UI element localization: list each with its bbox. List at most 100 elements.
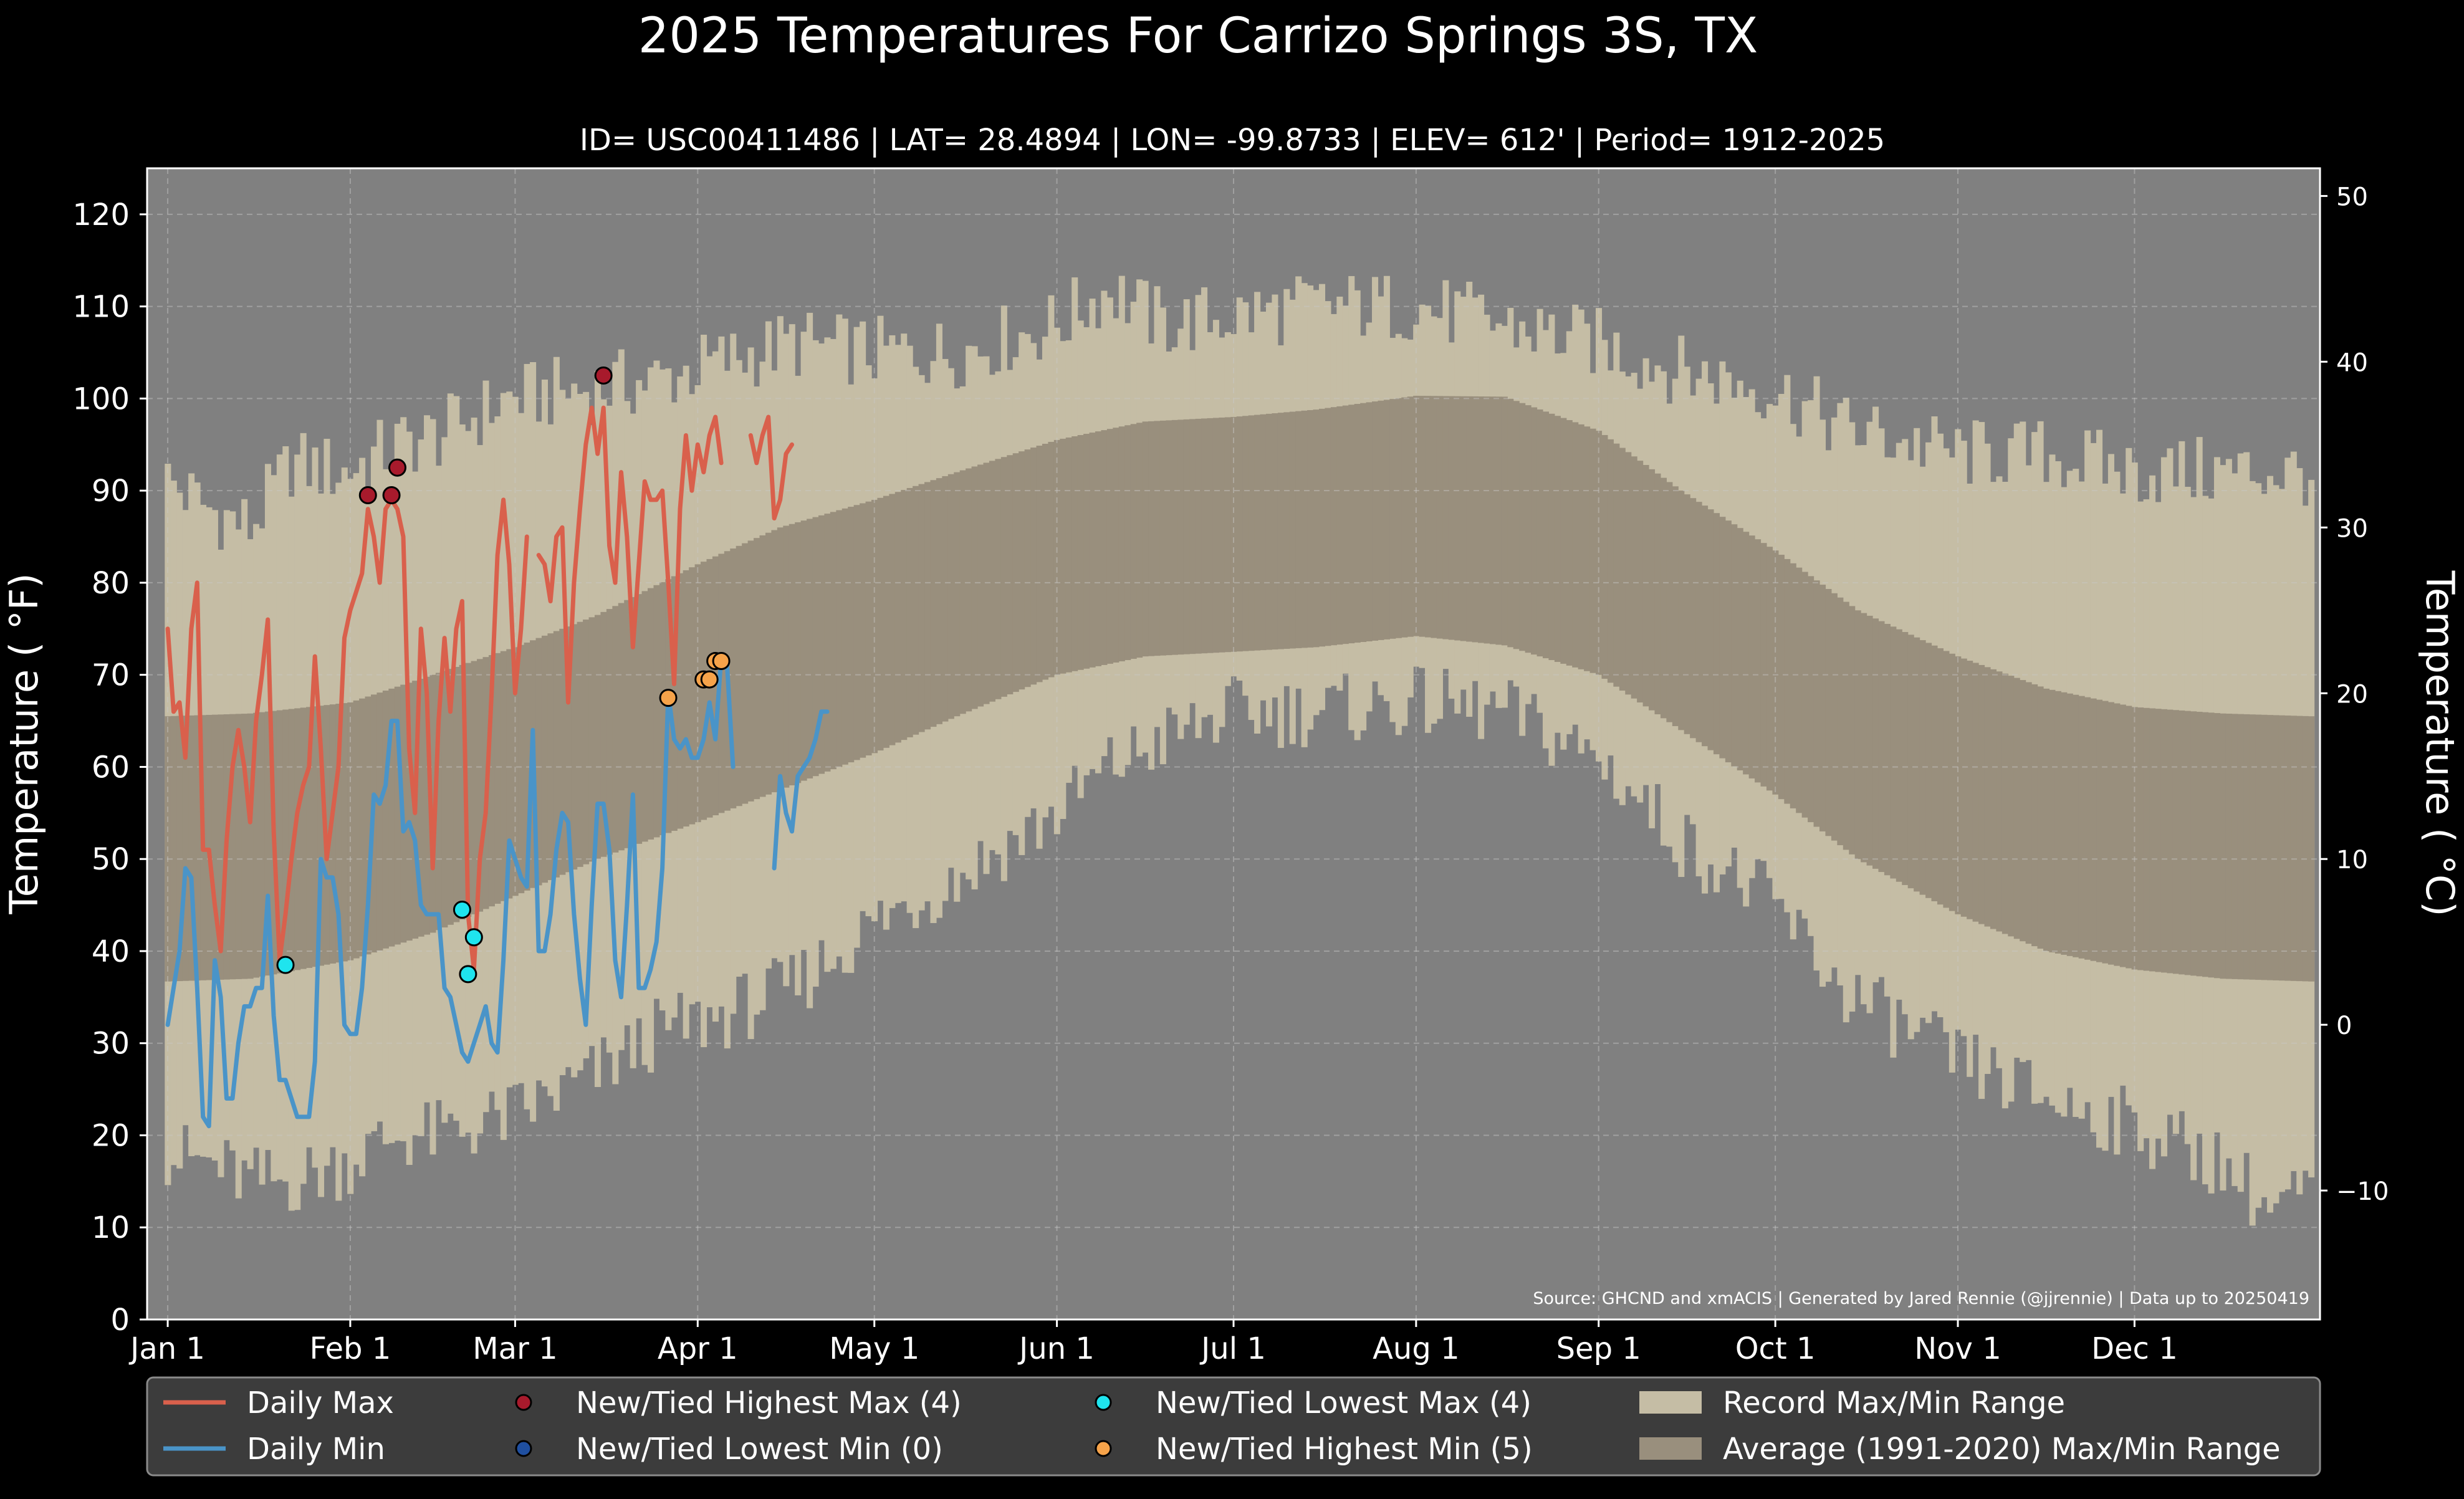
- normal-range-bar: [259, 712, 266, 977]
- axes: 0 10 20 30 40 50 60 70 80 90 100 110 120 −10 0 10 20 30 40…: [72, 167, 2389, 1366]
- normal-range-bar: [1159, 420, 1166, 656]
- normal-range-bar: [1148, 421, 1155, 656]
- y2-tick-label: −10: [2336, 1177, 2389, 1206]
- normal-range-bar: [2107, 702, 2114, 965]
- normal-range-bar: [1808, 576, 1814, 823]
- normal-range-bar: [942, 476, 949, 722]
- normal-range-bar: [1236, 416, 1243, 652]
- y2-tick-label: 10: [2336, 846, 2368, 874]
- normal-range-bar: [2149, 708, 2156, 972]
- normal-range-bar: [506, 649, 513, 899]
- normal-range-bar: [1596, 431, 1603, 675]
- normal-range-bar: [2114, 703, 2121, 966]
- legend-swatch-marker: [1095, 1440, 1112, 1457]
- normal-range-bar: [488, 655, 495, 907]
- normal-range-bar: [1919, 640, 1926, 895]
- normal-range-bar: [1790, 563, 1796, 808]
- normal-range-bar: [1702, 505, 1709, 747]
- normal-range-bar: [1348, 405, 1355, 644]
- normal-range-bar: [1177, 419, 1184, 655]
- legend-label: Daily Max: [247, 1386, 394, 1420]
- normal-range-bar: [465, 663, 472, 917]
- normal-range-bar: [1737, 528, 1743, 770]
- normal-range-bar: [312, 706, 319, 967]
- normal-range-bar: [1843, 601, 1849, 850]
- legend-swatch-patch: [1639, 1391, 1702, 1414]
- normal-range-bar: [2243, 714, 2250, 980]
- normal-range-bar: [683, 570, 689, 827]
- normal-range-bar: [771, 530, 778, 793]
- record-marker: [712, 652, 731, 671]
- normal-range-bar: [300, 707, 307, 969]
- x-tick-label: May 1: [829, 1331, 919, 1366]
- normal-range-bar: [2031, 684, 2038, 947]
- normal-range-bar: [836, 510, 843, 767]
- normal-range-bar: [2278, 715, 2285, 981]
- y-tick-label: 50: [92, 842, 130, 877]
- normal-range-bar: [742, 543, 749, 804]
- normal-range-bar: [211, 714, 218, 980]
- normal-range-bar: [701, 562, 707, 820]
- normal-range-bar: [1219, 417, 1225, 653]
- normal-range-bar: [1431, 396, 1437, 638]
- normal-range-bar: [1212, 418, 1219, 653]
- normal-range-bar: [1207, 418, 1214, 653]
- normal-range-bar: [1265, 413, 1273, 650]
- normal-range-bar: [2290, 716, 2297, 981]
- normal-range-bar: [424, 676, 431, 935]
- normal-range-bar: [282, 709, 289, 972]
- normal-range-bar: [1260, 414, 1267, 651]
- normal-range-bar: [229, 714, 236, 980]
- normal-range-bar: [2261, 714, 2268, 980]
- normal-range-bar: [2249, 714, 2256, 980]
- normal-range-bar: [1489, 396, 1496, 644]
- normal-range-bar: [818, 515, 825, 774]
- normal-range-bar: [1277, 413, 1284, 649]
- y2-tick-label: 50: [2336, 183, 2368, 211]
- legend-label: Average (1991-2020) Max/Min Range: [1723, 1432, 2281, 1467]
- normal-range-bar: [1413, 395, 1420, 636]
- normal-range-bar: [2102, 701, 2109, 964]
- normal-range-bar: [1113, 428, 1119, 663]
- y-tick-label: 100: [72, 381, 130, 416]
- normal-range-bar: [524, 642, 530, 891]
- normal-range-bar: [394, 686, 401, 945]
- normal-range-bar: [2237, 714, 2244, 980]
- normal-range-bar: [518, 644, 525, 894]
- normal-range-bar: [382, 691, 389, 949]
- normal-range-bar: [630, 596, 636, 846]
- normal-range-bar: [218, 714, 224, 980]
- normal-range-bar: [388, 688, 395, 947]
- x-tick-label: Aug 1: [1373, 1331, 1460, 1366]
- normal-range-bar: [2001, 673, 2008, 934]
- normal-range-bar: [2296, 716, 2303, 982]
- normal-range-bar: [1124, 425, 1131, 661]
- record-marker: [659, 689, 678, 707]
- normal-range-bar: [936, 478, 942, 724]
- normal-range-bar: [1625, 452, 1632, 695]
- x-tick-label: Sep 1: [1556, 1331, 1641, 1366]
- normal-range-bar: [777, 527, 784, 790]
- normal-range-bar: [694, 564, 701, 823]
- normal-range-bar: [2020, 680, 2026, 942]
- normal-range-bar: [653, 585, 660, 838]
- normal-range-bar: [541, 635, 549, 883]
- record-marker: [464, 928, 483, 947]
- normal-range-bar: [1990, 669, 1997, 929]
- normal-range-bar: [2084, 697, 2091, 960]
- normal-range-bar: [165, 716, 171, 982]
- normal-range-bar: [977, 464, 984, 707]
- source-note: Source: GHCND and xmACIS | Generated by …: [1533, 1289, 2309, 1308]
- normal-range-bar: [1831, 593, 1838, 841]
- normal-range-bar: [1854, 610, 1861, 860]
- normal-range-bar: [1578, 424, 1584, 669]
- normal-range-bar: [2013, 678, 2020, 939]
- daily-min-line: [165, 654, 830, 1129]
- normal-range-bar: [1360, 403, 1367, 643]
- normal-range-bar: [2225, 714, 2232, 979]
- normal-range-bar: [1053, 439, 1060, 675]
- normal-range-bar: [1019, 451, 1025, 690]
- x-tick-label: Oct 1: [1735, 1331, 1816, 1366]
